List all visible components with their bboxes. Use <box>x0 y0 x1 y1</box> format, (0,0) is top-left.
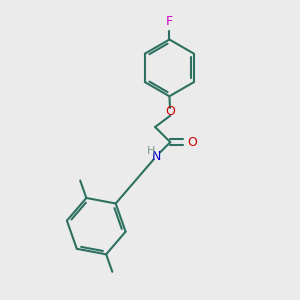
Text: O: O <box>188 136 197 149</box>
Text: F: F <box>166 15 173 28</box>
Text: H: H <box>147 146 155 156</box>
Text: O: O <box>165 105 175 118</box>
Text: N: N <box>151 150 160 163</box>
